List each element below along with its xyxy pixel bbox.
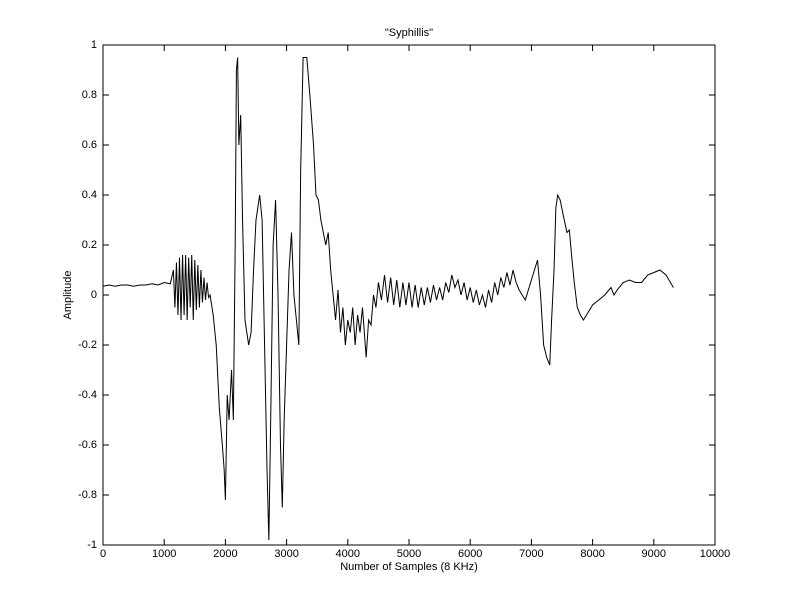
x-tick-label: 2000	[213, 548, 237, 560]
y-tick-label: 0.2	[82, 239, 97, 251]
y-tick-label: -1	[87, 539, 97, 551]
x-tick-label: 0	[100, 548, 106, 560]
x-tick-label: 4000	[336, 548, 360, 560]
y-axis-label: Amplitude	[62, 271, 74, 320]
x-tick-label: 10000	[700, 548, 731, 560]
y-tick-label: 1	[91, 39, 97, 51]
y-tick-label: -0.2	[78, 339, 97, 351]
y-tick-label: -0.8	[78, 489, 97, 501]
chart-title: "Syphillis"	[385, 27, 433, 39]
y-tick-label: 0.6	[82, 139, 97, 151]
y-tick-label: 0.4	[82, 189, 97, 201]
x-tick-label: 6000	[458, 548, 482, 560]
x-tick-label: 7000	[519, 548, 543, 560]
y-tick-label: -0.4	[78, 389, 97, 401]
x-axis-label: Number of Samples (8 KHz)	[340, 561, 478, 573]
y-tick-label: -0.6	[78, 439, 97, 451]
x-tick-label: 5000	[397, 548, 421, 560]
y-tick-label: 0	[91, 289, 97, 301]
axes-box	[102, 44, 716, 546]
waveform-line	[102, 57, 674, 541]
x-tick-label: 3000	[274, 548, 298, 560]
y-tick-label: 0.8	[82, 89, 97, 101]
x-tick-label: 8000	[580, 548, 604, 560]
x-tick-label: 1000	[152, 548, 176, 560]
x-tick-label: 9000	[642, 548, 666, 560]
